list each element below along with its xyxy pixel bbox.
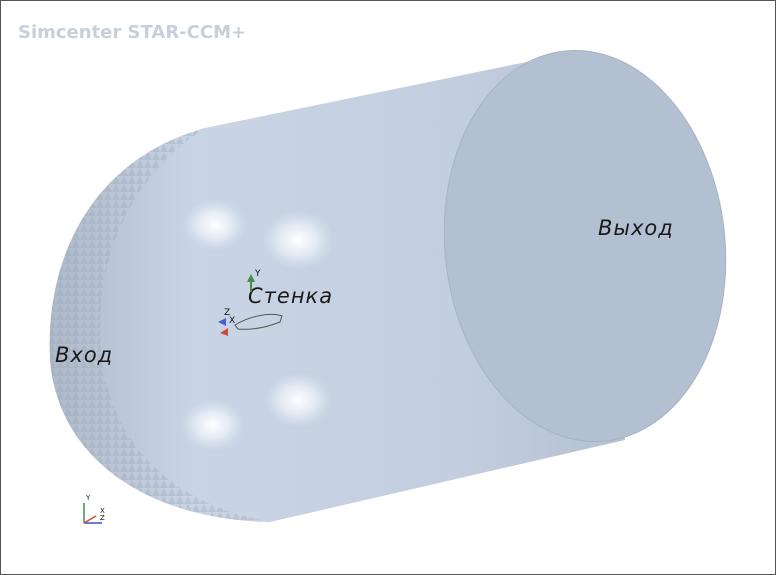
wall-label: Стенка — [248, 284, 333, 308]
axis-label: X — [229, 316, 235, 326]
highlight — [262, 210, 334, 270]
highlight — [183, 199, 247, 251]
axis-label: Y — [85, 494, 91, 502]
axis-label: Y — [254, 269, 261, 279]
viewport: Simcenter STAR-CCM+ Выход Стенка Вход Y … — [0, 0, 776, 575]
highlight — [181, 399, 245, 451]
outlet-label: Выход — [598, 216, 674, 240]
inlet-label: Вход — [55, 343, 113, 367]
highlight — [264, 372, 332, 428]
axis-label: X — [100, 507, 105, 515]
axis-label: Z — [100, 514, 105, 522]
app-title: Simcenter STAR-CCM+ — [18, 22, 246, 43]
